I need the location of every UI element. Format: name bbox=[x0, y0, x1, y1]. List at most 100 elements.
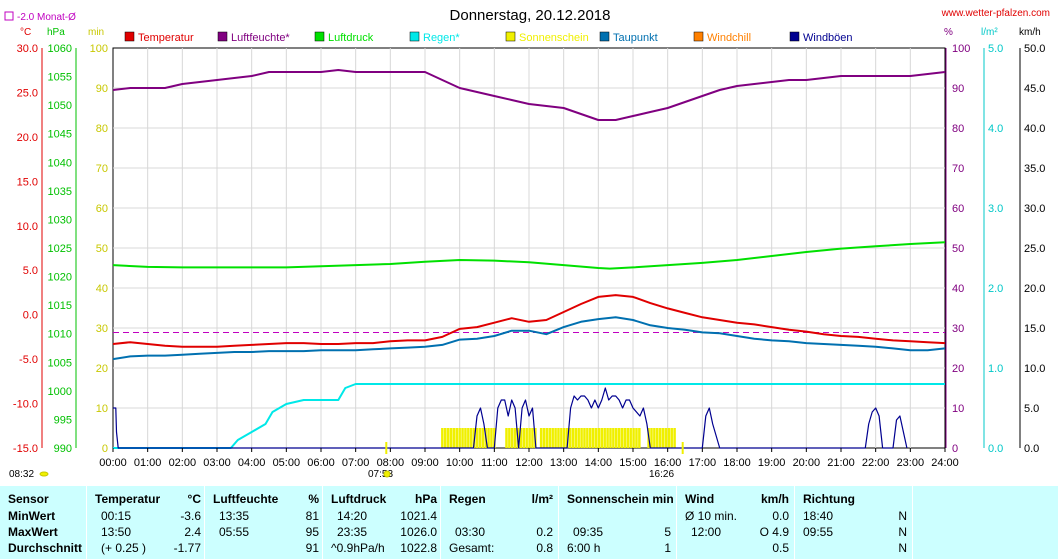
minutes-axis-tick-label: 30 bbox=[96, 323, 108, 335]
legend-label-temperatur: Temperatur bbox=[138, 32, 194, 44]
wind-axis-tick-label: 50.0 bbox=[1024, 43, 1045, 55]
monthly-avg-label: -2.0 Monat-Ø bbox=[17, 12, 76, 23]
temp-trend: (+ 0.25 ) bbox=[101, 541, 147, 555]
dir-max-time: 09:55 bbox=[803, 525, 834, 539]
x-axis-tick-label: 11:00 bbox=[481, 457, 508, 469]
temp-unit-label: °C bbox=[20, 27, 31, 38]
wind-unit-label: km/h bbox=[1019, 27, 1041, 38]
humidity-axis-tick-label: 100 bbox=[952, 43, 970, 55]
legend-label-luftdruck: Luftdruck bbox=[328, 32, 374, 44]
x-axis-tick-label: 18:00 bbox=[723, 457, 751, 469]
axes-layer: 00:00 01:00 02:00 03:00 04:00 05:00 06:00 07:00… bbox=[13, 43, 1046, 469]
sunrise-label: 07:53 bbox=[368, 469, 393, 480]
x-axis-tick-label: 09:00 bbox=[411, 457, 439, 469]
x-axis-tick-label: 08:00 bbox=[377, 457, 405, 469]
temperature-axis-tick-label: -10.0 bbox=[13, 399, 38, 411]
legend-swatch-temperatur bbox=[124, 31, 135, 42]
stats-header-humidity: Luftfeuchte bbox=[213, 492, 279, 506]
wind-max-time: 12:00 bbox=[691, 525, 722, 539]
wind-axis-tick-label: 25.0 bbox=[1024, 243, 1045, 255]
legend-swatch-windchill bbox=[693, 31, 704, 42]
x-axis-tick-label: 13:00 bbox=[550, 457, 578, 469]
minutes-axis-tick-label: 90 bbox=[96, 83, 108, 95]
stats-row-label: Durchschnitt bbox=[8, 541, 83, 555]
pressure-axis-tick-label: 1005 bbox=[48, 357, 72, 369]
temperature-axis-tick-label: 0.0 bbox=[23, 310, 38, 322]
humidity-axis-tick-label: 60 bbox=[952, 203, 964, 215]
temperature-axis-tick-label: 10.0 bbox=[17, 221, 38, 233]
left-time-marker-label: 08:32 bbox=[9, 469, 34, 480]
rain-axis-tick-label: 4.0 bbox=[988, 123, 1003, 135]
website-link[interactable]: www.wetter-pfalzen.com bbox=[941, 8, 1050, 19]
stats-header-sunshine: Sonnenschein min bbox=[567, 492, 674, 506]
temp-avg-value: -1.77 bbox=[173, 541, 201, 555]
minutes-axis-tick-label: 40 bbox=[96, 283, 108, 295]
x-axis-tick-label: 15:00 bbox=[619, 457, 647, 469]
series-line-luftfeuchte bbox=[112, 69, 946, 121]
humidity-axis-tick-label: 70 bbox=[952, 163, 964, 175]
legend-label-sonnenschein: Sonnenschein bbox=[519, 32, 589, 44]
stats-header-rain: Regen bbox=[449, 492, 486, 506]
x-axis-tick-label: 16:00 bbox=[654, 457, 682, 469]
stats-header-humidity-unit: % bbox=[308, 492, 319, 506]
pressure-axis-tick-label: 1030 bbox=[48, 214, 72, 226]
x-axis-tick-label: 10:00 bbox=[446, 457, 474, 469]
pressure-axis-tick-label: 1060 bbox=[48, 43, 72, 55]
stats-col-empty bbox=[912, 486, 1058, 559]
legend-swatch-regen bbox=[409, 31, 420, 42]
wind-axis-tick-label: 20.0 bbox=[1024, 283, 1045, 295]
minutes-axis-tick-label: 60 bbox=[96, 203, 108, 215]
press-min-value: 1021.4 bbox=[400, 509, 437, 523]
pressure-axis-tick-label: 1015 bbox=[48, 300, 72, 312]
wind-axis-tick-label: 5.0 bbox=[1024, 403, 1039, 415]
rain-axis-tick-label: 2.0 bbox=[988, 283, 1003, 295]
unit-labels: °C hPa min % l/m² km/h bbox=[20, 27, 1041, 38]
minutes-axis-tick-label: 100 bbox=[90, 43, 108, 55]
x-axis-tick-label: 21:00 bbox=[827, 457, 855, 469]
stats-col-humidity: Luftfeuchte % 13:35 81 05:55 95 91 bbox=[204, 486, 323, 559]
pressure-axis-tick-label: 1055 bbox=[48, 72, 72, 84]
press-trend: ^0.9hPa/h bbox=[331, 541, 385, 555]
pressure-axis-tick-label: 1010 bbox=[48, 329, 72, 341]
wind-axis-tick-label: 35.0 bbox=[1024, 163, 1045, 175]
temperature-axis-tick-label: 30.0 bbox=[17, 43, 38, 55]
wind-axis-tick-label: 30.0 bbox=[1024, 203, 1045, 215]
sun-labels: 07:53 16:26 08:32 bbox=[9, 469, 674, 480]
pressure-axis-tick-label: 1020 bbox=[48, 272, 72, 284]
wind-axis-tick-label: 40.0 bbox=[1024, 123, 1045, 135]
temperature-axis-tick-label: 5.0 bbox=[23, 265, 38, 277]
hum-min-value: 81 bbox=[305, 509, 319, 523]
x-axis-tick-label: 02:00 bbox=[169, 457, 197, 469]
legend-label-regen: Regen* bbox=[423, 32, 460, 44]
wind-axis-tick-label: 15.0 bbox=[1024, 323, 1045, 335]
x-axis-tick-label: 04:00 bbox=[238, 457, 266, 469]
x-axis-tick-label: 01:00 bbox=[134, 457, 162, 469]
chart-title: Donnerstag, 20.12.2018 bbox=[450, 7, 611, 24]
temperature-axis-tick-label: 25.0 bbox=[17, 87, 38, 99]
temperature-axis-tick-label: -5.0 bbox=[19, 354, 38, 366]
wind-min-label: Ø 10 min. bbox=[685, 509, 738, 523]
stats-header-temperature: Temperatur bbox=[95, 492, 161, 506]
humidity-axis-tick-label: 10 bbox=[952, 403, 964, 415]
sun-max-value: 5 bbox=[664, 525, 671, 539]
pressure-axis-tick-label: 1050 bbox=[48, 100, 72, 112]
x-axis-tick-label: 07:00 bbox=[342, 457, 370, 469]
x-axis-tick-label: 14:00 bbox=[585, 457, 613, 469]
stats-col-rain: Regen l/m² 03:30 0.2 Gesamt: 0.8 bbox=[440, 486, 559, 559]
dir-max-value: N bbox=[898, 525, 907, 539]
rain-max-value: 0.2 bbox=[536, 525, 553, 539]
hum-max-value: 95 bbox=[305, 525, 319, 539]
sun-avg-value: 1 bbox=[664, 541, 671, 555]
minutes-axis-tick-label: 20 bbox=[96, 363, 108, 375]
temperature-axis-tick-label: 15.0 bbox=[17, 176, 38, 188]
minutes-axis-tick-label: 70 bbox=[96, 163, 108, 175]
rain-total-value: 0.8 bbox=[536, 541, 553, 555]
stats-header-sensor: Sensor bbox=[8, 492, 49, 506]
humidity-axis-tick-label: 0 bbox=[952, 443, 958, 455]
legend-swatch-sonnenschein bbox=[505, 31, 516, 42]
stats-header-direction: Richtung bbox=[803, 492, 855, 506]
x-axis-tick-label: 19:00 bbox=[758, 457, 786, 469]
x-axis-tick-label: 24:00 bbox=[931, 457, 959, 469]
series-layer bbox=[112, 69, 946, 454]
legend-swatch-windben bbox=[789, 31, 800, 42]
